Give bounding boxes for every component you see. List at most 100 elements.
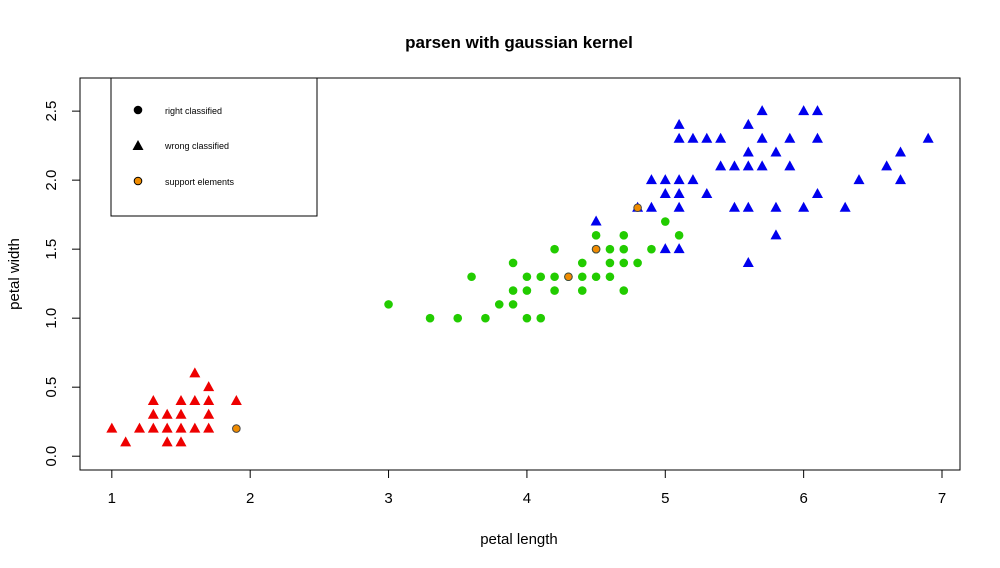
- data-point-blue: [895, 146, 907, 157]
- data-point-green: [384, 300, 393, 309]
- data-point-blue: [659, 187, 671, 198]
- data-point-red: [106, 422, 118, 433]
- data-point-blue: [728, 201, 740, 212]
- y-tick-label: 2.5: [43, 101, 60, 122]
- data-point-blue: [839, 201, 851, 212]
- data-point-green: [536, 272, 546, 282]
- legend-mark-support: [133, 176, 143, 186]
- data-point-blue: [673, 132, 685, 143]
- data-point-blue: [770, 146, 782, 157]
- data-point-red: [203, 394, 215, 405]
- data-point-red: [189, 422, 201, 433]
- y-axis: 0.0 0.5 1.0 1.5 2.0 2.5: [43, 101, 81, 467]
- data-point-blue: [756, 160, 768, 171]
- data-point-support: [591, 244, 601, 254]
- data-point-green: [674, 231, 684, 240]
- data-point-blue: [715, 160, 727, 171]
- data-point-red: [120, 436, 132, 447]
- data-point-blue: [687, 174, 699, 185]
- y-tick-label: 1.0: [43, 308, 60, 329]
- data-point-support: [232, 424, 241, 433]
- data-point-green: [619, 258, 629, 268]
- data-point-red: [147, 394, 159, 405]
- data-point-green: [605, 244, 615, 254]
- data-point-green: [550, 286, 559, 295]
- data-point-blue: [742, 118, 754, 129]
- data-point-red: [175, 436, 187, 447]
- data-point-blue: [701, 187, 713, 198]
- data-point-blue: [798, 201, 810, 212]
- data-point-blue: [881, 160, 893, 171]
- data-point-green: [591, 272, 601, 282]
- chart-title: parsen with gaussian kernel: [405, 33, 633, 52]
- data-point-blue: [645, 174, 657, 185]
- data-point-blue: [811, 132, 823, 143]
- y-tick-label: 0.0: [43, 446, 60, 467]
- data-point-red: [175, 408, 187, 419]
- data-point-blue: [742, 201, 754, 212]
- data-point-green: [619, 231, 629, 240]
- data-point-red: [161, 408, 173, 419]
- data-point-blue: [770, 201, 782, 212]
- data-point-green: [453, 313, 463, 323]
- y-tick-label: 2.0: [43, 170, 60, 191]
- data-points: [106, 105, 934, 447]
- y-axis-label: petal width: [6, 238, 23, 310]
- data-point-green: [508, 286, 518, 295]
- x-tick-label: 2: [246, 490, 254, 507]
- data-point-green: [522, 313, 532, 323]
- x-tick-label: 3: [384, 490, 392, 507]
- data-point-blue: [853, 174, 865, 185]
- data-point-green: [508, 300, 518, 309]
- data-point-blue: [811, 105, 823, 116]
- data-point-blue: [673, 187, 685, 198]
- data-point-green: [619, 286, 629, 295]
- data-point-blue: [659, 174, 671, 185]
- data-point-green: [467, 272, 476, 282]
- data-point-red: [147, 422, 159, 433]
- data-point-blue: [590, 215, 602, 226]
- data-point-green: [522, 286, 532, 295]
- data-point-blue: [701, 132, 713, 143]
- data-point-red: [147, 408, 159, 419]
- data-point-blue: [922, 132, 934, 143]
- data-point-green: [619, 244, 629, 254]
- legend-mark-triangle: [132, 140, 144, 150]
- legend-mark-circle: [133, 105, 143, 115]
- x-tick-label: 7: [938, 490, 946, 507]
- data-point-blue: [798, 105, 810, 116]
- data-point-blue: [687, 132, 699, 143]
- data-point-blue: [673, 118, 685, 129]
- data-point-support: [633, 203, 642, 213]
- data-point-red: [230, 394, 242, 405]
- data-point-green: [481, 313, 490, 323]
- data-point-red: [133, 422, 145, 433]
- data-point-green: [605, 258, 615, 268]
- data-point-blue: [742, 256, 754, 267]
- x-tick-label: 4: [523, 490, 531, 507]
- legend-box: [110, 77, 318, 217]
- x-tick-label: 6: [799, 490, 807, 507]
- data-point-red: [189, 394, 201, 405]
- data-point-green: [425, 313, 435, 323]
- data-point-green: [605, 272, 615, 282]
- x-tick-label: 5: [661, 490, 669, 507]
- data-point-blue: [770, 229, 782, 240]
- data-point-green: [522, 272, 532, 282]
- data-point-blue: [715, 132, 727, 143]
- data-point-green: [660, 217, 670, 226]
- x-axis-label: petal length: [480, 531, 558, 548]
- legend-label-wrong: wrong classified: [164, 141, 229, 151]
- data-point-support: [564, 272, 573, 282]
- data-point-red: [203, 408, 215, 419]
- data-point-red: [175, 422, 187, 433]
- data-point-blue: [742, 160, 754, 171]
- data-point-red: [203, 381, 215, 392]
- legend-label-support: support elements: [165, 177, 235, 187]
- data-point-blue: [673, 243, 685, 254]
- legend: right classified wrong classified suppor…: [110, 77, 318, 217]
- data-point-red: [203, 422, 215, 433]
- data-point-green: [591, 231, 601, 240]
- data-point-red: [175, 394, 187, 405]
